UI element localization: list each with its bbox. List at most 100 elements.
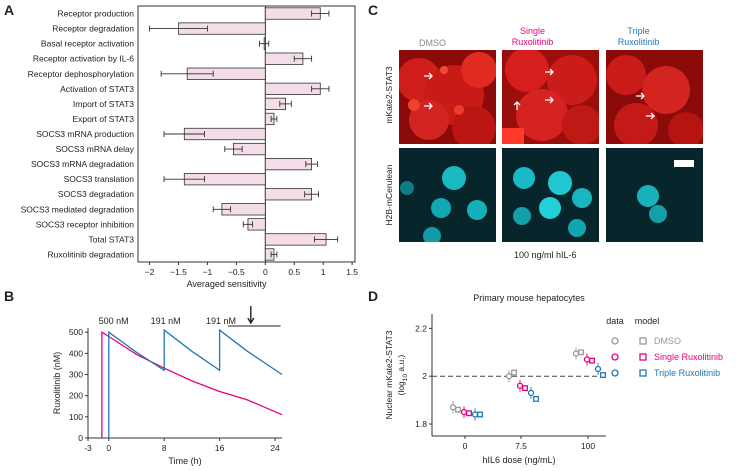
model-point <box>477 411 483 418</box>
category-label: SOCS3 mRNA degradation <box>31 159 134 169</box>
y-axis-title: Ruxolitinib (nM) <box>52 352 62 415</box>
x-tick-label: 0 <box>106 443 111 453</box>
category-label: Receptor production <box>57 9 134 19</box>
x-tick-label: 1 <box>321 267 326 277</box>
x-axis-title: Averaged sensitivity <box>187 279 267 289</box>
microscopy-caption: 100 ng/ml hIL-6 <box>514 250 577 260</box>
panel-c-letter: C <box>368 2 379 18</box>
micrograph-triple-mkate <box>606 50 703 144</box>
panel-a-letter: A <box>4 2 15 18</box>
model-point <box>578 349 584 356</box>
data-point <box>527 389 535 397</box>
down-arrow-icon <box>247 306 255 325</box>
x-tick-label: −1 <box>203 267 213 277</box>
category-label: Receptor degradation <box>52 24 134 34</box>
data-point <box>583 356 591 363</box>
y-tick-label: 1.8 <box>415 419 427 429</box>
y-tick-label: 2.2 <box>415 323 427 333</box>
blue-series-line <box>108 328 283 438</box>
y-tick-label: 500 <box>69 327 83 337</box>
data-point <box>572 350 580 357</box>
micrograph-dmso-mkate <box>399 50 496 144</box>
micrograph-triple-h2b <box>606 148 703 242</box>
model-point <box>533 395 539 402</box>
dose-annotation: 191 nM <box>151 316 181 326</box>
x-tick-label: 24 <box>270 443 280 453</box>
x-tick-label: −1.5 <box>170 267 187 277</box>
category-label: SOCS3 mRNA production <box>36 129 134 139</box>
data-point <box>516 382 524 389</box>
column-title-single: Single Ruxolitinib <box>511 26 554 47</box>
x-tick-label: -3 <box>84 443 92 453</box>
category-label: SOCS3 mRNA delay <box>56 144 135 154</box>
y-tick-label: 100 <box>69 412 83 422</box>
legend-data-marker <box>611 369 619 377</box>
data-point <box>471 411 479 418</box>
model-point <box>455 406 461 413</box>
x-tick-label: 0 <box>263 267 268 277</box>
legend-label: Single Ruxolitinib <box>654 352 723 362</box>
category-label: Export of STAT3 <box>72 114 134 124</box>
category-label: Ruxolitinib degradation <box>48 249 135 259</box>
y-axis-title: Nuclear mKate2-STAT3 <box>384 330 394 419</box>
plot-frame <box>137 5 356 263</box>
magenta-series-line <box>101 331 283 438</box>
model-point <box>466 410 472 417</box>
x-axis-title: hIL6 dose (ng/mL) <box>482 455 555 465</box>
x-tick-label: 16 <box>215 443 225 453</box>
micrograph-single-h2b <box>502 148 599 242</box>
y-tick-label: 0 <box>78 433 83 443</box>
row-label-h2b: H2B-mCerulean <box>384 164 394 226</box>
chart-title: Primary mouse hepatocytes <box>473 293 585 303</box>
x-tick-label: 100 <box>581 441 595 451</box>
model-point <box>511 369 517 376</box>
y-tick-label: 2 <box>422 371 427 381</box>
legend-model-marker <box>639 353 647 361</box>
x-axis-title: Time (h) <box>168 456 201 466</box>
x-tick-label: −2 <box>145 267 155 277</box>
model-point <box>589 357 595 364</box>
sensitivity-bar-chart: Receptor production Receptor degradation B… <box>21 5 358 289</box>
legend-label: Triple Ruxolitinib <box>654 368 720 378</box>
column-title-dmso: DMSO <box>419 38 446 48</box>
x-tick-label: −0.5 <box>228 267 245 277</box>
x-tick-label: 0 <box>463 441 468 451</box>
x-tick-label: 0.5 <box>288 267 300 277</box>
y-axis-subtitle: (log10 a.u.) <box>396 354 409 395</box>
category-label: Receptor dephosphorylation <box>28 69 135 79</box>
category-label: SOCS3 mediated degradation <box>21 204 135 214</box>
data-point <box>594 365 602 373</box>
row-label-mkate: mKate2-STAT3 <box>384 66 394 124</box>
category-label: SOCS3 receptor inhibition <box>36 219 135 229</box>
legend-data-marker <box>611 353 619 361</box>
data-point <box>505 373 513 380</box>
panel-b-letter: B <box>4 288 15 304</box>
dose-annotation: 500 nM <box>99 316 129 326</box>
x-tick-label: 1.5 <box>346 267 358 277</box>
category-label: SOCS3 degradation <box>58 189 134 199</box>
category-label: Activation of STAT3 <box>60 84 134 94</box>
category-label: Import of STAT3 <box>73 99 134 109</box>
micrograph-single-mkate <box>502 50 599 144</box>
micrograph-dmso-h2b <box>399 148 496 242</box>
category-label: Total STAT3 <box>88 234 134 244</box>
legend-header-model: model <box>635 316 660 326</box>
y-tick-label: 300 <box>69 370 83 380</box>
legend-label: DMSO <box>654 336 681 346</box>
x-tick-label: 8 <box>162 443 167 453</box>
column-title-triple: Triple Ruxolitinib <box>617 26 660 47</box>
category-label: Receptor activation by IL-6 <box>33 54 134 64</box>
legend-model-marker <box>639 369 647 377</box>
category-label: SOCS3 translation <box>64 174 135 184</box>
y-tick-label: 200 <box>69 391 83 401</box>
x-tick-label: 7.5 <box>515 441 527 451</box>
y-tick-label: 400 <box>69 348 83 358</box>
hepatocyte-scatter-chart: Primary mouse hepatocytes 1.8 2 2.2 0 7.5 100 h… <box>384 293 723 465</box>
legend-header-data: data <box>606 316 624 326</box>
scale-bar <box>674 160 694 167</box>
dose-annotation: 191 nM <box>206 316 236 326</box>
model-point <box>522 385 528 392</box>
model-point <box>600 372 606 378</box>
legend-data-marker <box>611 337 619 345</box>
